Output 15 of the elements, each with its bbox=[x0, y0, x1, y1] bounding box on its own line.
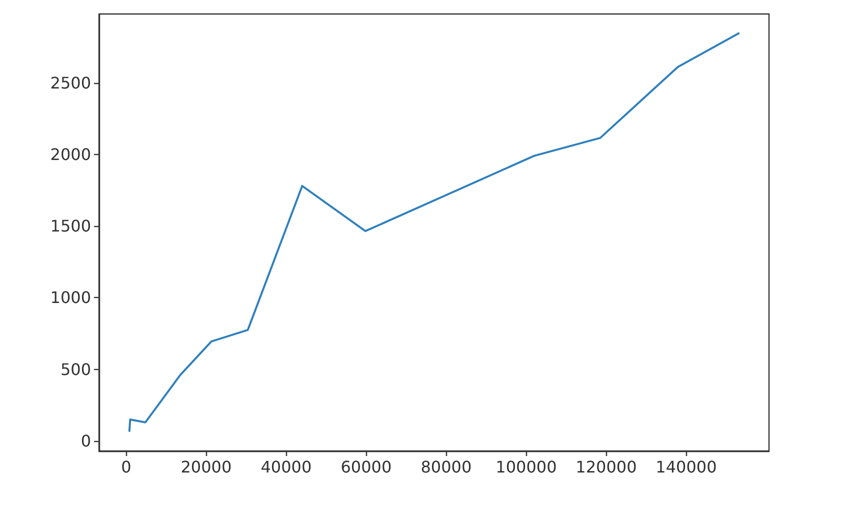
y-tick-label: 2000 bbox=[50, 144, 91, 164]
x-tick-label: 120000 bbox=[576, 458, 637, 476]
y-tick-label: 1000 bbox=[50, 288, 91, 308]
x-tick-label: 0 bbox=[121, 458, 132, 476]
x-tick-label: 100000 bbox=[496, 458, 557, 476]
x-tick-label: 60000 bbox=[340, 458, 392, 476]
line-series bbox=[128, 32, 740, 432]
y-tick-label: 0 bbox=[80, 431, 91, 450]
x-tick-label: 20000 bbox=[180, 458, 232, 476]
x-tick-label: 40000 bbox=[260, 458, 312, 476]
y-tick-label: 500 bbox=[60, 360, 91, 379]
x-tick-label: 80000 bbox=[420, 458, 472, 476]
y-tick-label: 2500 bbox=[50, 73, 91, 92]
y-tick-label: 1500 bbox=[50, 216, 91, 236]
x-tick-label: 140000 bbox=[656, 458, 717, 476]
